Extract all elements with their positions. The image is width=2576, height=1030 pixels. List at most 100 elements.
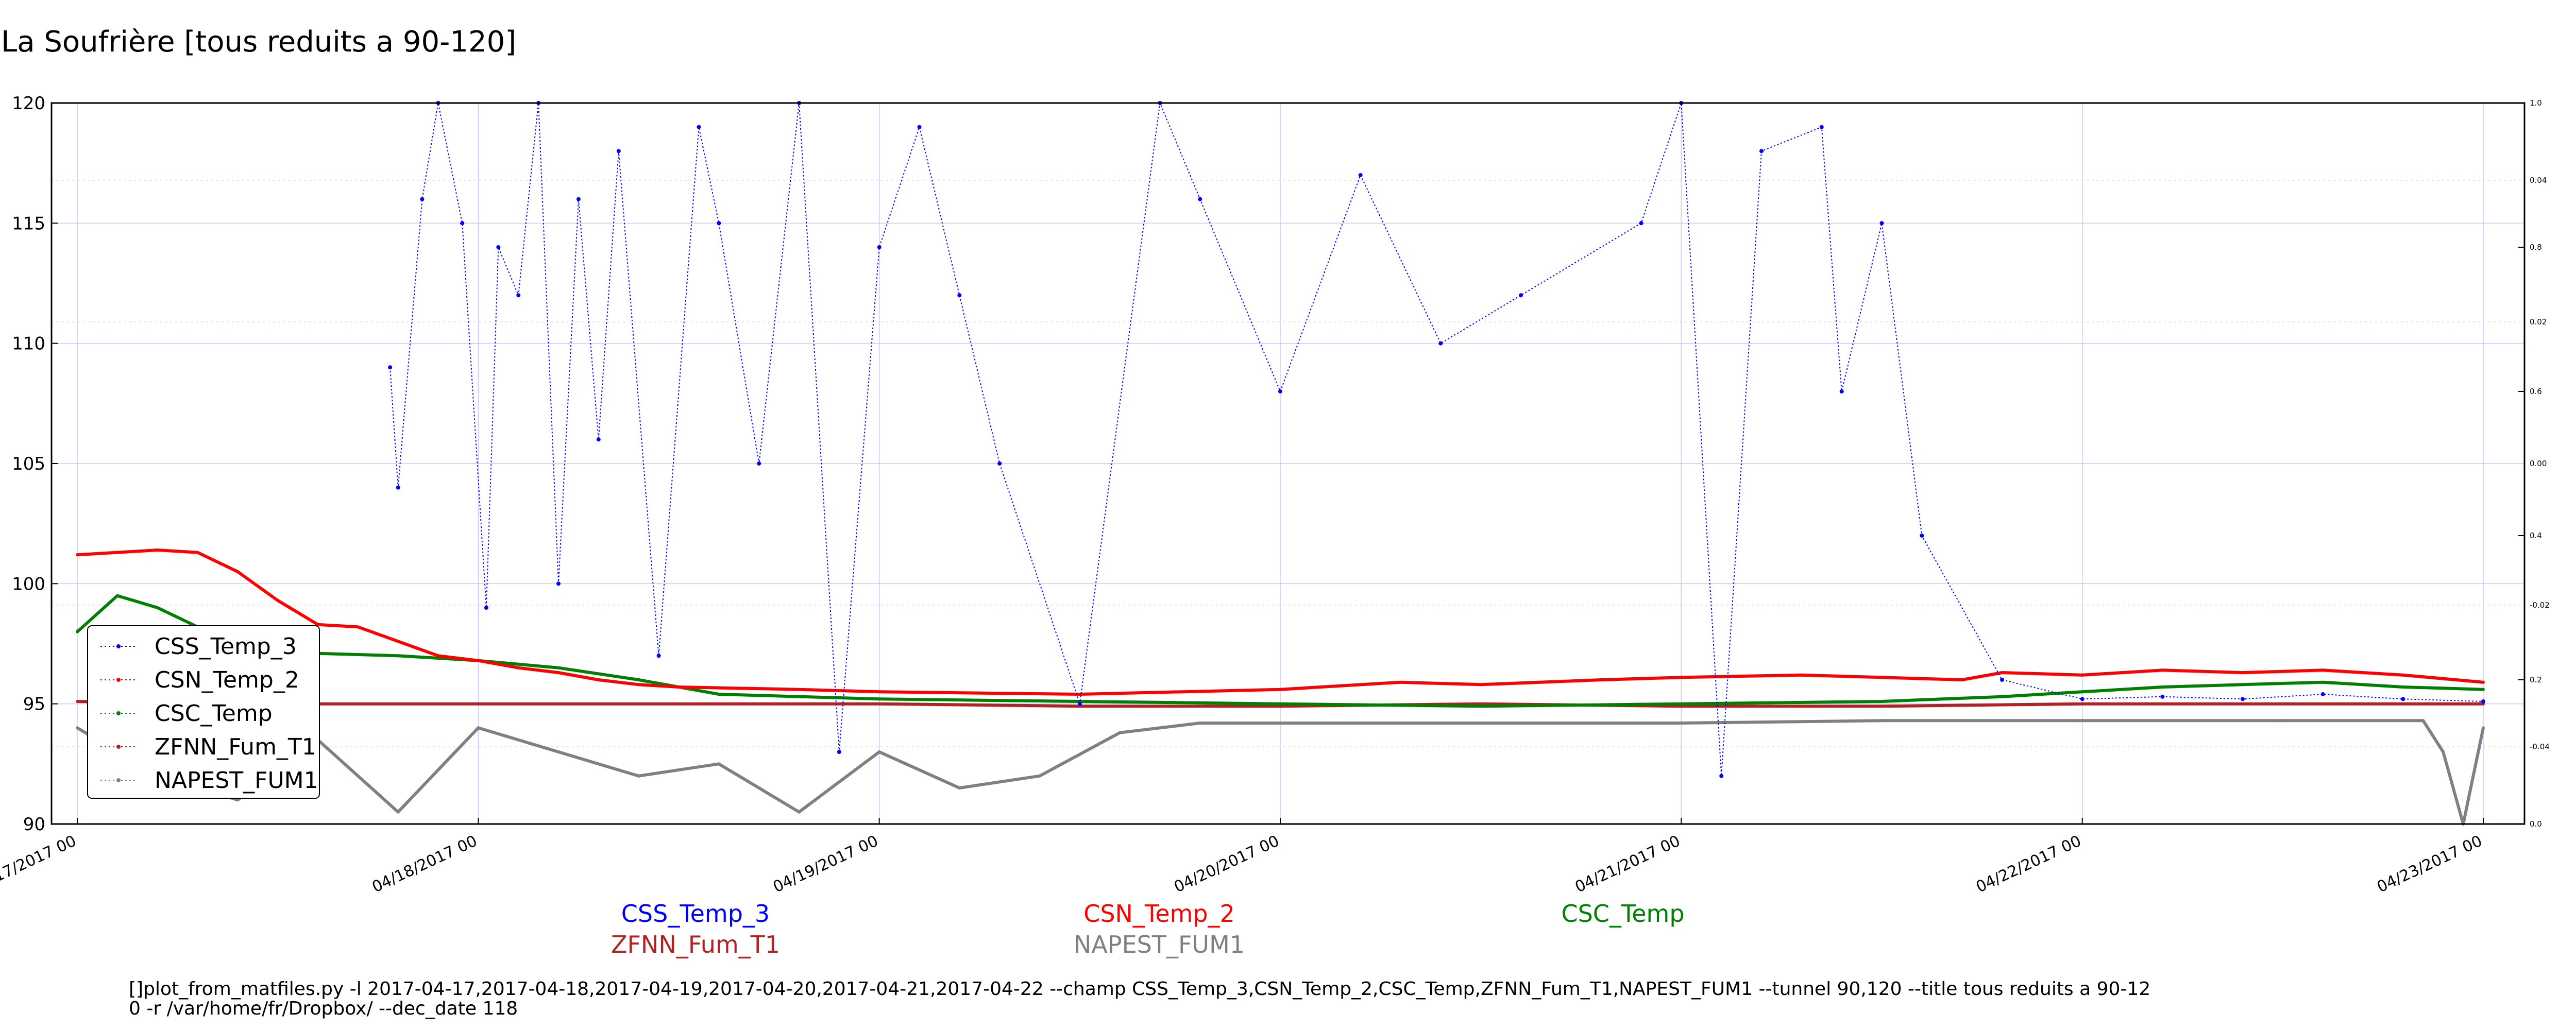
data-point-ZFNN_Fum_T1 [877,702,881,706]
data-point-CSS_Temp_3 [1438,341,1443,346]
legend-label: NAPEST_FUM1 [155,767,318,794]
data-point-CSN_Temp_2 [1960,678,1964,681]
data-point-CSS_Temp_3 [697,125,701,129]
data-point-NAPEST_FUM1 [76,726,79,730]
right-minor-tick-label: 0.00 [2530,459,2547,468]
data-point-ZFNN_Fum_T1 [76,700,79,703]
data-point-ZFNN_Fum_T1 [2281,702,2284,706]
caption-label: CSS_Temp_3 [621,900,770,928]
data-point-ZFNN_Fum_T1 [1880,705,1884,708]
data-point-NAPEST_FUM1 [1880,719,1884,723]
x-axis: 04/17/2017 00 04/18/2017 00 04/19/2017 00 0… [0,818,2485,896]
data-point-CSS_Temp_3 [1278,389,1282,393]
data-point-NAPEST_FUM1 [2080,719,2084,723]
data-point-NAPEST_FUM1 [477,726,480,730]
data-point-CSC_Temp [1680,702,1683,706]
data-point-NAPEST_FUM1 [2421,719,2425,723]
data-point-CSS_Temp_3 [616,149,621,153]
data-point-NAPEST_FUM1 [958,786,961,789]
data-point-CSN_Temp_2 [798,688,801,691]
data-point-CSS_Temp_3 [2080,697,2084,701]
data-point-CSC_Temp [1880,700,1884,703]
y-tick-label: 90 [23,814,45,835]
data-point-NAPEST_FUM1 [2281,719,2284,723]
data-point-NAPEST_FUM1 [396,810,400,814]
data-point-CSS_Temp_3 [717,221,721,226]
data-point-CSS_Temp_3 [837,750,841,754]
data-point-CSN_Temp_2 [196,551,199,554]
data-point-CSC_Temp [717,693,721,696]
data-point-CSS_Temp_3 [396,485,400,490]
data-point-CSN_Temp_2 [557,671,560,674]
data-point-CSN_Temp_2 [2241,671,2244,674]
data-point-CSN_Temp_2 [1800,673,1803,677]
data-point-CSC_Temp [2482,688,2485,691]
series-line-CSS_Temp_3 [389,102,2484,777]
data-point-CSS_Temp_3 [997,461,1002,466]
data-point-CSS_Temp_3 [1639,221,1643,226]
data-point-CSN_Temp_2 [276,599,280,602]
data-point-CSC_Temp [2241,683,2244,686]
x-tick-label: 04/22/2017 00 [1973,832,2084,897]
data-point-CSS_Temp_3 [2000,678,2004,682]
data-point-CSN_Temp_2 [477,659,480,662]
right-minor-tick-label: 0.04 [2530,176,2547,185]
data-point-CSN_Temp_2 [396,640,400,643]
data-point-CSN_Temp_2 [2401,673,2405,677]
data-point-ZFNN_Fum_T1 [1279,705,1282,708]
data-point-CSS_Temp_3 [576,197,581,201]
y-tick-label: 110 [12,334,45,354]
data-point-NAPEST_FUM1 [1038,774,1041,778]
caption-label: CSN_Temp_2 [1083,900,1235,928]
data-point-CSC_Temp [2401,685,2405,689]
data-point-CSS_Temp_3 [496,245,501,249]
data-point-CSC_Temp [1479,705,1483,708]
legend-label: ZFNN_Fum_T1 [155,734,316,760]
data-point-CSC_Temp [156,606,159,609]
right-tick-label: 1.0 [2530,98,2542,108]
right-minor-tick-label: 0.02 [2530,317,2547,327]
data-point-CSC_Temp [877,697,881,701]
caption-label: ZFNN_Fum_T1 [611,931,780,958]
x-tick-label: 04/17/2017 00 [0,832,79,897]
data-point-CSS_Temp_3 [1819,125,1824,129]
data-point-CSS_Temp_3 [388,365,393,370]
data-point-NAPEST_FUM1 [2482,726,2485,730]
legend-box [87,625,320,799]
right-tick-label: 0.4 [2530,531,2542,540]
y-tick-label: 100 [12,574,45,594]
command-line-2: 0 -r /var/home/fr/Dropbox/ --dec_date 11… [129,998,518,1019]
data-point-CSS_Temp_3 [1920,534,1924,538]
caption-label: CSC_Temp [1561,900,1684,928]
data-point-CSC_Temp [557,666,560,670]
data-point-CSS_Temp_3 [1077,701,1082,706]
data-point-CSS_Temp_3 [656,654,661,658]
data-point-CSS_Temp_3 [460,221,465,226]
data-point-NAPEST_FUM1 [1680,722,1683,725]
data-point-CSN_Temp_2 [356,625,360,629]
legend-label: CSC_Temp [155,700,273,727]
data-point-CSS_Temp_3 [1759,149,1764,153]
right-tick-label: 0.0 [2530,819,2542,829]
data-point-CSS_Temp_3 [757,461,761,466]
data-point-NAPEST_FUM1 [798,810,801,814]
data-point-CSC_Temp [76,630,79,633]
data-point-CSN_Temp_2 [2482,680,2485,684]
data-point-CSS_Temp_3 [2481,699,2485,703]
data-point-CSN_Temp_2 [2321,668,2325,672]
data-point-CSN_Temp_2 [1279,688,1282,691]
data-point-CSN_Temp_2 [597,678,600,681]
data-point-CSN_Temp_2 [2001,671,2004,674]
data-point-CSN_Temp_2 [1880,676,1884,679]
data-point-CSN_Temp_2 [517,666,520,670]
data-point-CSS_Temp_3 [1839,389,1844,393]
legend-marker [116,745,121,749]
legend-marker [116,644,121,648]
data-point-ZFNN_Fum_T1 [1680,705,1683,708]
data-point-CSS_Temp_3 [556,581,561,586]
data-point-CSS_Temp_3 [420,197,425,201]
y-axis-left: 90 95 100 105 110 115 120 [12,93,58,835]
data-point-CSS_Temp_3 [2160,694,2165,699]
data-point-NAPEST_FUM1 [1279,722,1282,725]
